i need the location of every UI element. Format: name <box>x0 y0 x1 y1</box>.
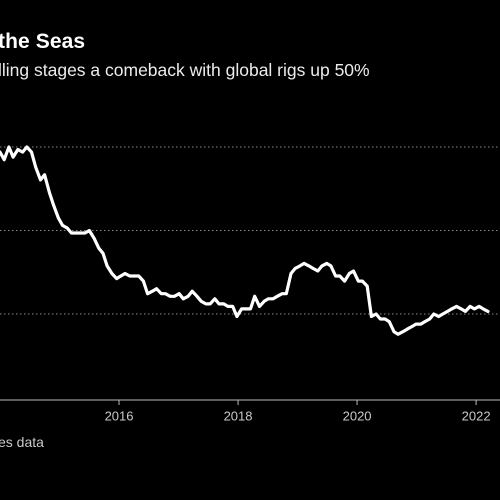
x-tick-label: 2018 <box>224 409 253 424</box>
x-tick-label: 2016 <box>105 409 134 424</box>
source-note: es data <box>0 434 44 450</box>
x-axis-ticks <box>118 400 477 405</box>
series-line <box>0 145 490 336</box>
x-tick-label: 2022 <box>462 409 491 424</box>
x-tick-label: 2020 <box>343 409 372 424</box>
gridlines <box>0 146 500 401</box>
chart-subtitle: lling stages a comeback with global rigs… <box>0 60 370 80</box>
x-axis-labels: 2016 2018 2020 2022 <box>105 409 491 424</box>
chart-title: the Seas <box>0 30 86 53</box>
